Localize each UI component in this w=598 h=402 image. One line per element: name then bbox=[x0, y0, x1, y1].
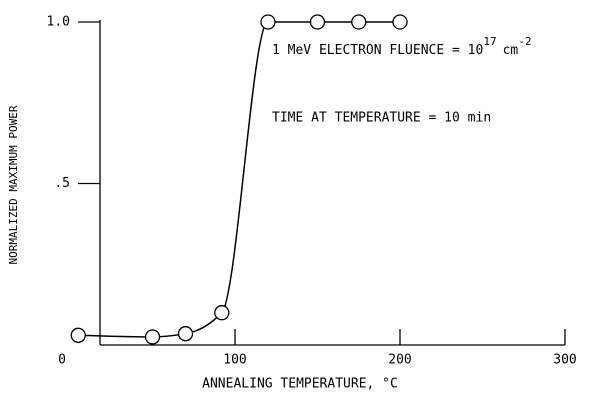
annotation-unit: cm bbox=[503, 43, 519, 58]
annotation-text: 1 MeV ELECTRON FLUENCE = 10 bbox=[272, 43, 483, 58]
x-tick-label: 200 bbox=[388, 353, 411, 368]
annotation: 1 MeV ELECTRON FLUENCE = 1017 cm-2 bbox=[272, 35, 531, 58]
line bbox=[78, 21, 400, 338]
x-tick-label: 100 bbox=[223, 353, 246, 368]
x-tick-label: 300 bbox=[553, 353, 576, 368]
marker bbox=[309, 14, 326, 30]
marker bbox=[144, 329, 161, 345]
marker bbox=[260, 14, 276, 30]
y-tick-label: 1.0 bbox=[47, 15, 70, 30]
y-tick-label: .5 bbox=[54, 176, 70, 191]
x-axis-label: ANNEALING TEMPERATURE, °C bbox=[202, 377, 398, 392]
x-tick-label: 0 bbox=[58, 353, 66, 368]
marker bbox=[392, 14, 408, 30]
marker bbox=[351, 14, 367, 30]
annotation-sup: 17 bbox=[483, 35, 496, 48]
marker bbox=[177, 326, 194, 342]
marker bbox=[70, 327, 86, 343]
annotation-unit-sup: -2 bbox=[518, 35, 531, 48]
annotation: TIME AT TEMPERATURE = 10 min bbox=[272, 111, 491, 126]
y-axis-label: NORMALIZED MAXIMUM POWER bbox=[7, 105, 20, 264]
marker bbox=[214, 305, 230, 321]
